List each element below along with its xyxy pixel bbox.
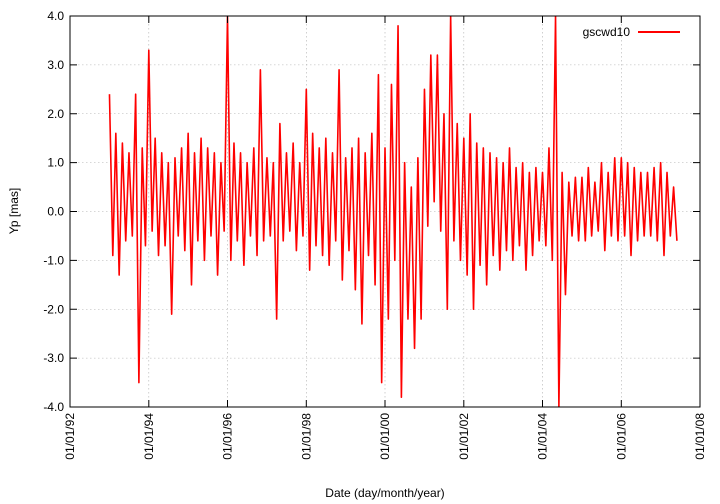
x-tick-label: 01/01/08 [693, 413, 707, 460]
y-tick-label: -4.0 [43, 400, 64, 414]
y-tick-label: 2.0 [47, 107, 64, 121]
y-tick-label: 4.0 [47, 9, 64, 23]
data-line [108, 16, 678, 407]
x-tick-label: 01/01/94 [142, 413, 156, 460]
x-tick-label: 01/01/06 [614, 413, 628, 460]
x-tick-label: 01/01/04 [536, 413, 550, 460]
x-tick-label: 01/01/96 [221, 413, 235, 460]
legend-label: gscwd10 [583, 25, 631, 39]
x-tick-label: 01/01/02 [457, 413, 471, 460]
y-tick-label: 0.0 [47, 205, 64, 219]
y-tick-label: 1.0 [47, 156, 64, 170]
y-tick-label: -3.0 [43, 351, 64, 365]
y-axis-title: Yp [mas] [7, 188, 21, 234]
y-tick-label: -2.0 [43, 302, 64, 316]
y-tick-label: -1.0 [43, 253, 64, 267]
y-tick-label: 3.0 [47, 58, 64, 72]
x-tick-label: 01/01/00 [378, 413, 392, 460]
x-axis-title: Date (day/month/year) [325, 486, 444, 500]
x-tick-label: 01/01/92 [63, 413, 77, 460]
x-tick-label: 01/01/98 [299, 413, 313, 460]
